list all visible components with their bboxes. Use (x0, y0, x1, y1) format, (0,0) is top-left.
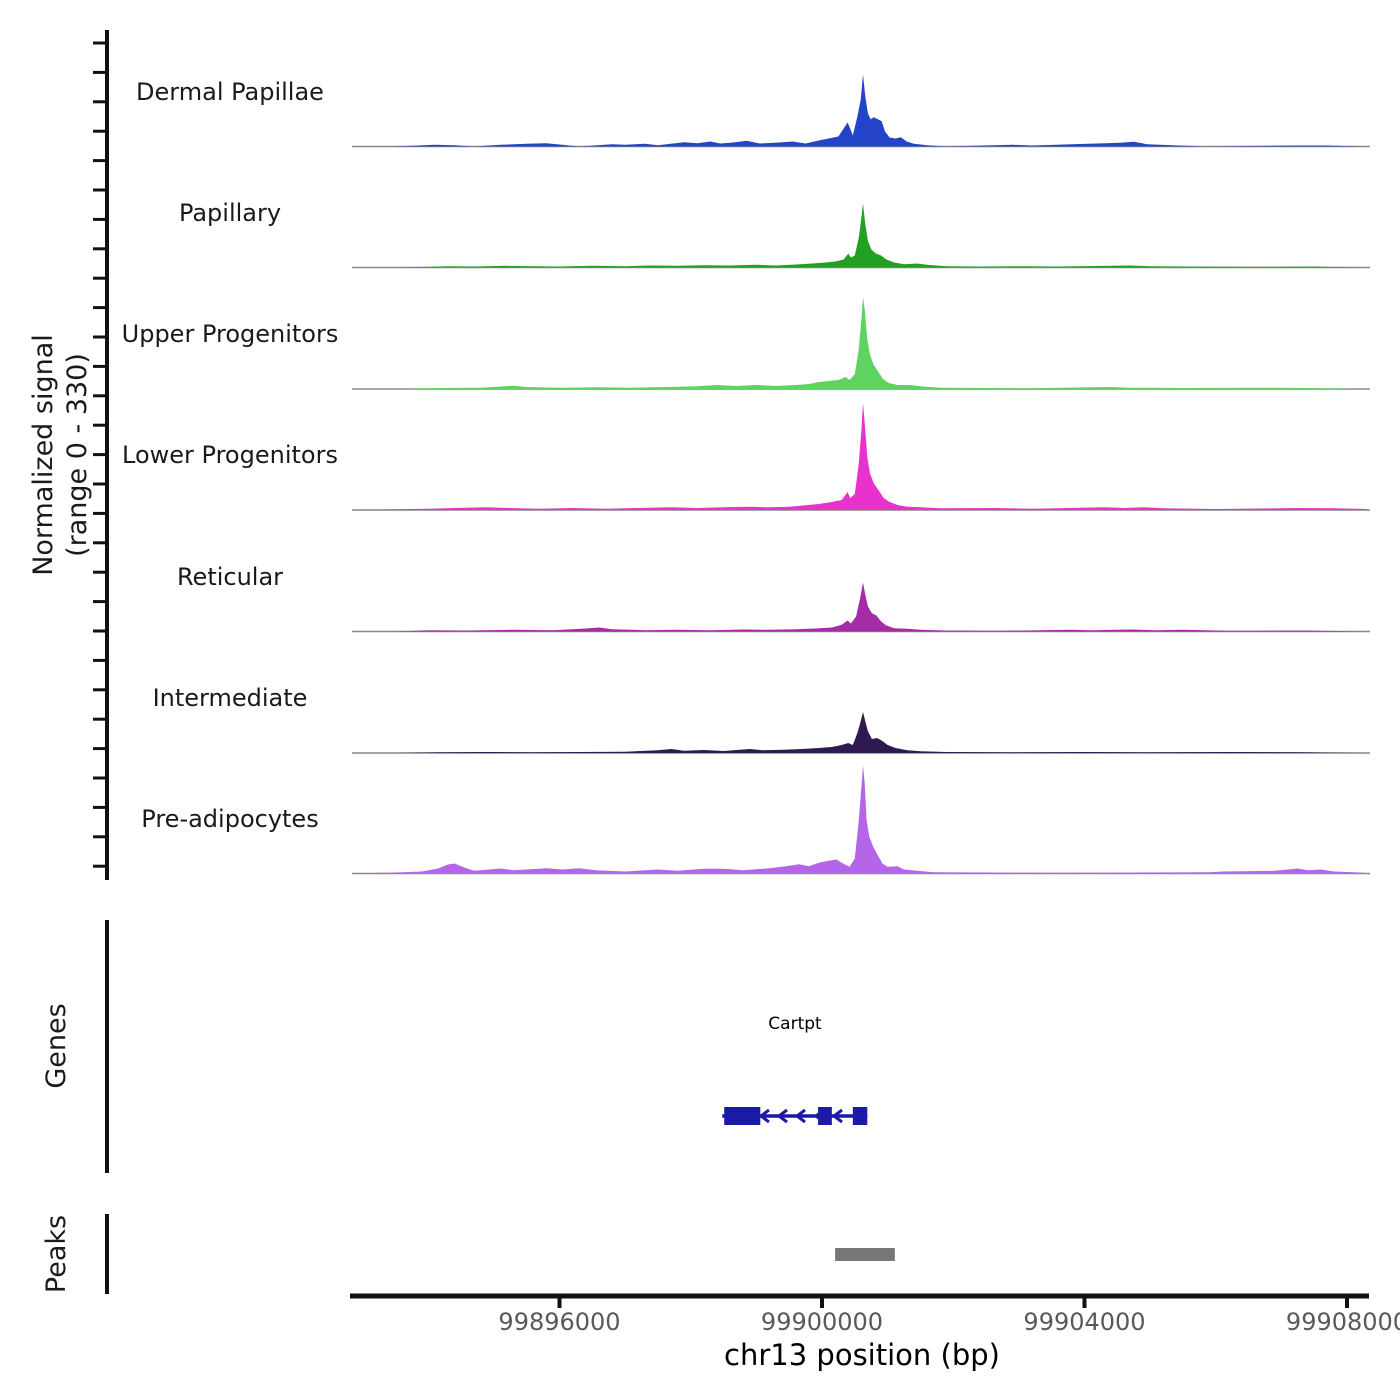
track-label-pre-adipocytes: Pre-adipocytes (141, 805, 319, 833)
x-tick-label-99900000: 99900000 (760, 1308, 884, 1336)
signal-area-pre-adipocytes (352, 765, 1370, 874)
signal-area-reticular (352, 582, 1370, 632)
x-axis (350, 1293, 1369, 1308)
peaks-section-label: Peaks (41, 1214, 72, 1294)
genes-section-label: Genes (41, 1003, 72, 1089)
track-label-intermediate: Intermediate (152, 684, 308, 712)
signal-area-papillary (352, 203, 1370, 268)
track-label-dermal-papillae: Dermal Papillae (136, 78, 324, 106)
x-axis-title: chr13 position (bp) (724, 1338, 1000, 1372)
y-axis-label: Normalized signal (range 0 - 330) (27, 155, 97, 755)
track-label-papillary: Papillary (178, 199, 282, 227)
signal-area-dermal-papillae (352, 74, 1370, 147)
y-axis-label-line2: (range 0 - 330) (62, 353, 93, 557)
peak-region-bars (835, 1248, 895, 1261)
x-tick-label-99896000: 99896000 (498, 1308, 621, 1336)
track-label-reticular: Reticular (176, 563, 284, 591)
tracks-y-axis (93, 30, 109, 880)
x-tick-label-99904000: 99904000 (1023, 1308, 1146, 1336)
gene-model-cartpt (722, 1107, 868, 1125)
track-label-lower-progenitors: Lower Progenitors (122, 441, 338, 469)
gene-name-label: Cartpt (768, 1014, 822, 1034)
signal-area-intermediate (352, 712, 1370, 753)
track-label-upper-progenitors: Upper Progenitors (121, 320, 339, 348)
signal-area-lower-progenitors (352, 403, 1370, 510)
signal-area-upper-progenitors (352, 297, 1370, 389)
x-tick-label-99908000: 99908000 (1285, 1308, 1400, 1336)
y-axis-label-line1: Normalized signal (28, 334, 59, 576)
signal-tracks (352, 74, 1370, 874)
